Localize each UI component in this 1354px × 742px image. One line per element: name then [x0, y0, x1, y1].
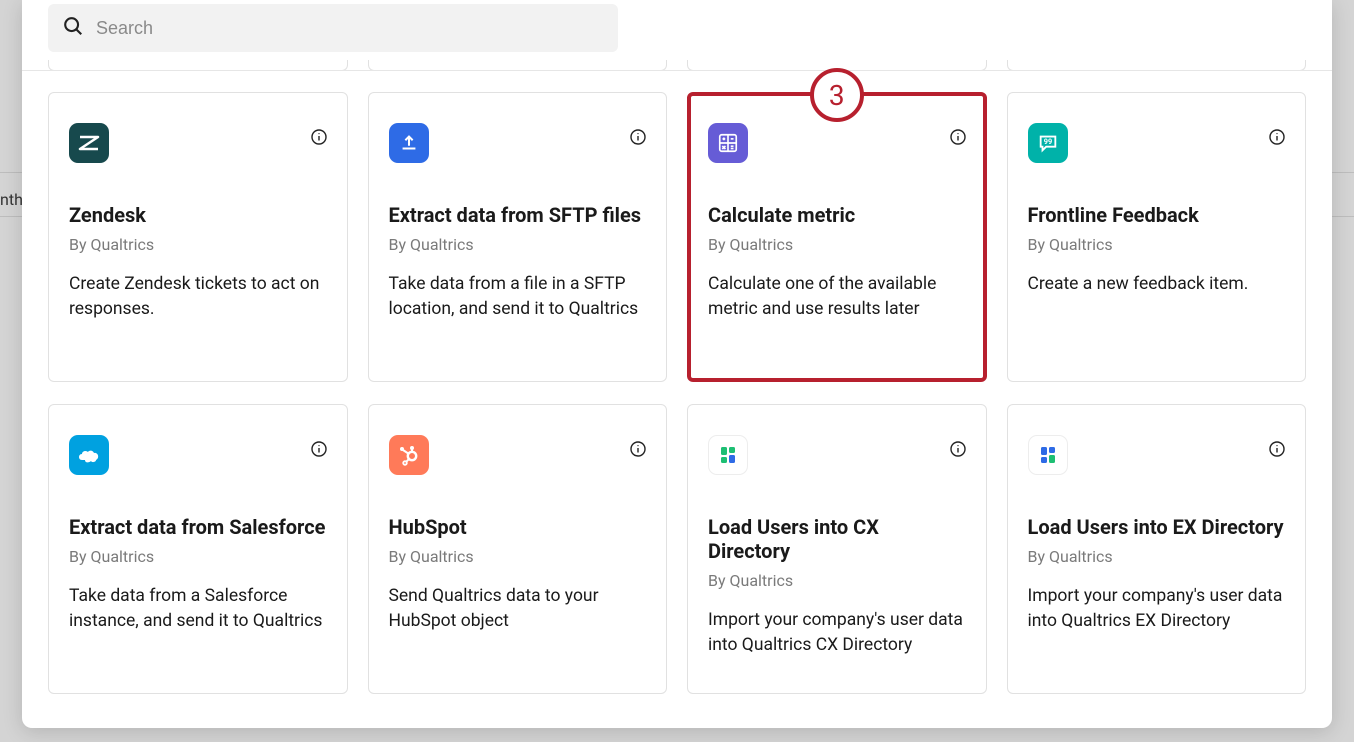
calculator-icon	[708, 123, 748, 163]
highlight-badge: 3	[810, 68, 864, 122]
card-author: By Qualtrics	[1028, 547, 1286, 566]
search-icon	[62, 15, 96, 41]
card-author: By Qualtrics	[708, 235, 966, 254]
card-title: Load Users into EX Directory	[1028, 515, 1286, 539]
zendesk-icon	[69, 123, 109, 163]
feedback-icon: 99	[1028, 123, 1068, 163]
card-author: By Qualtrics	[389, 235, 647, 254]
header-divider	[22, 70, 1332, 71]
info-icon[interactable]	[630, 129, 646, 145]
card-hubspot[interactable]: HubSpot By Qualtrics Send Qualtrics data…	[368, 404, 668, 694]
upload-icon	[389, 123, 429, 163]
card-load-ex-directory[interactable]: Load Users into EX Directory By Qualtric…	[1007, 404, 1307, 694]
info-icon[interactable]	[950, 441, 966, 457]
search-input[interactable]	[96, 18, 604, 39]
info-icon[interactable]	[311, 441, 327, 457]
info-icon[interactable]	[630, 441, 646, 457]
cx-directory-icon	[708, 435, 748, 475]
card-author: By Qualtrics	[69, 547, 327, 566]
integrations-modal: Zendesk By Qualtrics Create Zendesk tick…	[22, 0, 1332, 728]
card-author: By Qualtrics	[389, 547, 647, 566]
ex-directory-icon	[1028, 435, 1068, 475]
card-title: Extract data from Salesforce	[69, 515, 327, 539]
svg-text:99: 99	[1043, 137, 1051, 146]
hubspot-icon	[389, 435, 429, 475]
card-extract-salesforce[interactable]: Extract data from Salesforce By Qualtric…	[48, 404, 348, 694]
card-title: Zendesk	[69, 203, 327, 227]
card-author: By Qualtrics	[708, 571, 966, 590]
card-title: Calculate metric	[708, 203, 966, 227]
salesforce-icon	[69, 435, 109, 475]
card-zendesk[interactable]: Zendesk By Qualtrics Create Zendesk tick…	[48, 92, 348, 382]
card-desc: Import your company's user data into Qua…	[1028, 584, 1286, 635]
card-desc: Create a new feedback item.	[1028, 272, 1286, 297]
info-icon[interactable]	[311, 129, 327, 145]
info-icon[interactable]	[950, 129, 966, 145]
card-title: Extract data from SFTP files	[389, 203, 647, 227]
card-load-cx-directory[interactable]: Load Users into CX Directory By Qualtric…	[687, 404, 987, 694]
card-calculate-metric[interactable]: 3 Calculate metric By Qualtrics Calculat…	[687, 92, 987, 382]
card-author: By Qualtrics	[69, 235, 327, 254]
card-title: Frontline Feedback	[1028, 203, 1286, 227]
search-bar[interactable]	[48, 4, 618, 52]
card-extract-sftp[interactable]: Extract data from SFTP files By Qualtric…	[368, 92, 668, 382]
info-icon[interactable]	[1269, 129, 1285, 145]
card-desc: Create Zendesk tickets to act on respons…	[69, 272, 327, 323]
card-desc: Calculate one of the available metric an…	[708, 272, 966, 323]
card-desc: Import your company's user data into Qua…	[708, 608, 966, 659]
info-icon[interactable]	[1269, 441, 1285, 457]
card-desc: Send Qualtrics data to your HubSpot obje…	[389, 584, 647, 635]
card-desc: Take data from a file in a SFTP location…	[389, 272, 647, 323]
card-desc: Take data from a Salesforce instance, an…	[69, 584, 327, 635]
card-grid: Zendesk By Qualtrics Create Zendesk tick…	[48, 92, 1306, 694]
card-title: HubSpot	[389, 515, 647, 539]
card-frontline-feedback[interactable]: 99 Frontline Feedback By Qualtrics Creat…	[1007, 92, 1307, 382]
card-author: By Qualtrics	[1028, 235, 1286, 254]
card-title: Load Users into CX Directory	[708, 515, 966, 563]
